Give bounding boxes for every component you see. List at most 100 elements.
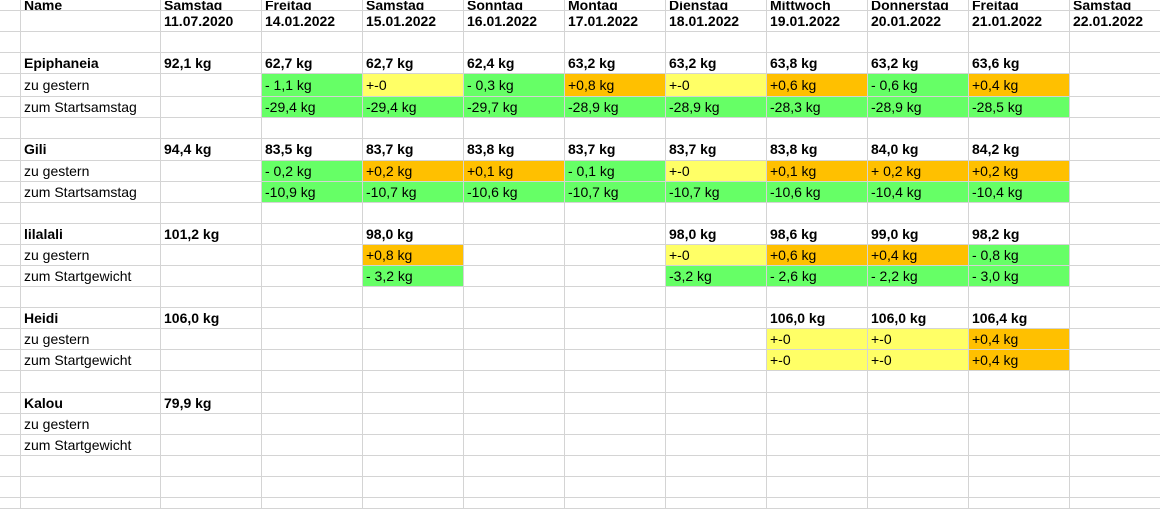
diff-cell[interactable]: +-0 [666,74,766,96]
weight-cell[interactable]: 83,7 kg [669,141,717,157]
header-date[interactable]: 16.01.2022 [467,13,538,29]
diff-cell[interactable]: +0,2 kg [969,161,1069,181]
weight-cell[interactable]: 83,8 kg [467,141,515,157]
total-cell[interactable] [464,435,564,455]
total-cell[interactable] [969,435,1069,455]
weight-cell[interactable] [767,393,867,413]
weight-cell[interactable] [464,308,564,328]
header-date[interactable]: 15.01.2022 [366,13,437,29]
total-cell[interactable]: -29,4 kg [363,97,463,117]
total-cell[interactable]: -10,9 kg [262,182,362,202]
header-date[interactable]: 22.01.2022 [1073,13,1144,29]
diff-cell[interactable] [969,414,1069,434]
weight-cell[interactable] [565,224,665,244]
weight-cell[interactable]: 62,7 kg [366,55,414,71]
total-cell[interactable] [565,350,665,370]
weight-cell[interactable] [1070,53,1160,73]
total-cell[interactable] [666,435,766,455]
person-name[interactable]: Kalou [24,395,63,411]
diff-cell[interactable]: - 1,1 kg [262,74,362,96]
total-cell[interactable]: +-0 [868,350,968,370]
weight-cell[interactable]: 62,4 kg [467,55,515,71]
weight-cell[interactable]: 63,2 kg [669,55,717,71]
start-weight[interactable]: 106,0 kg [164,310,220,326]
total-cell[interactable]: -10,7 kg [363,182,463,202]
diff-cell[interactable]: +0,8 kg [363,245,463,265]
total-cell[interactable]: -28,9 kg [868,97,968,117]
header-day[interactable]: Sonntag [467,1,523,10]
weight-cell[interactable] [262,393,362,413]
weight-cell[interactable]: 84,0 kg [871,141,919,157]
weight-cell[interactable] [1070,308,1160,328]
diff-cell[interactable]: +0,1 kg [464,161,564,181]
weight-cell[interactable] [666,393,766,413]
total-cell[interactable] [565,435,665,455]
weight-cell[interactable]: 84,2 kg [972,141,1020,157]
diff-cell[interactable] [868,414,968,434]
diff-cell[interactable]: +0,6 kg [767,74,867,96]
total-cell[interactable]: -29,7 kg [464,97,564,117]
weight-cell[interactable] [262,224,362,244]
weight-cell[interactable]: 99,0 kg [871,226,919,242]
row-label-total[interactable]: zum Startgewicht [24,352,132,368]
diff-cell[interactable]: +-0 [666,245,766,265]
total-cell[interactable]: -10,6 kg [464,182,564,202]
diff-cell[interactable] [1070,74,1160,96]
diff-cell[interactable] [262,245,362,265]
weight-cell[interactable]: 98,0 kg [366,226,414,242]
total-cell[interactable] [1070,350,1160,370]
diff-cell[interactable]: +0,1 kg [767,161,867,181]
total-cell[interactable] [1070,182,1160,202]
diff-cell[interactable] [464,414,564,434]
diff-cell[interactable]: - 0,6 kg [868,74,968,96]
total-cell[interactable] [363,435,463,455]
total-cell[interactable] [767,435,867,455]
weight-cell[interactable]: 83,7 kg [366,141,414,157]
total-cell[interactable]: -10,4 kg [969,182,1069,202]
total-cell[interactable]: - 2,6 kg [767,266,867,286]
person-name[interactable]: lilalali [24,226,63,242]
header-date[interactable]: 17.01.2022 [568,13,639,29]
total-cell[interactable] [262,266,362,286]
header-day[interactable]: Samstag [366,1,425,10]
row-label-diff[interactable]: zu gestern [24,416,90,432]
weight-cell[interactable]: 83,7 kg [568,141,616,157]
diff-cell[interactable]: +0,8 kg [565,74,665,96]
total-cell[interactable] [262,435,362,455]
header-date[interactable]: 20.01.2022 [871,13,942,29]
start-weight[interactable]: 101,2 kg [164,226,220,242]
diff-cell[interactable]: - 0,1 kg [565,161,665,181]
weight-cell[interactable]: 63,6 kg [972,55,1020,71]
start-weight[interactable]: 94,4 kg [164,141,212,157]
header-date[interactable]: 11.07.2020 [164,13,234,29]
weight-cell[interactable] [1070,224,1160,244]
total-cell[interactable]: -10,6 kg [767,182,867,202]
diff-cell[interactable]: +0,6 kg [767,245,867,265]
total-cell[interactable]: -28,9 kg [565,97,665,117]
row-label-diff[interactable]: zu gestern [24,247,90,263]
total-cell[interactable]: -10,7 kg [666,182,766,202]
row-label-total[interactable]: zum Startsamstag [24,99,137,115]
row-label-diff[interactable]: zu gestern [24,163,90,179]
weight-cell[interactable]: 106,0 kg [871,310,927,326]
header-date[interactable] [21,11,160,31]
total-cell[interactable]: +0,4 kg [969,350,1069,370]
total-cell[interactable] [1070,435,1160,455]
total-cell[interactable] [1070,266,1160,286]
row-label-total[interactable]: zum Startgewicht [24,437,132,453]
person-name[interactable]: Gili [24,141,47,157]
diff-cell[interactable] [565,329,665,349]
total-cell[interactable]: -10,4 kg [868,182,968,202]
diff-cell[interactable]: +0,4 kg [969,329,1069,349]
weight-cell[interactable]: 98,6 kg [770,226,818,242]
diff-cell[interactable]: +-0 [767,329,867,349]
total-cell[interactable]: -28,9 kg [666,97,766,117]
diff-cell[interactable] [262,329,362,349]
weight-cell[interactable] [666,308,766,328]
header-day[interactable]: Freitag [265,1,312,10]
row-label-total[interactable]: zum Startgewicht [24,268,132,284]
total-cell[interactable] [262,350,362,370]
diff-cell[interactable] [262,414,362,434]
diff-cell[interactable] [666,414,766,434]
diff-cell[interactable]: +0,4 kg [868,245,968,265]
